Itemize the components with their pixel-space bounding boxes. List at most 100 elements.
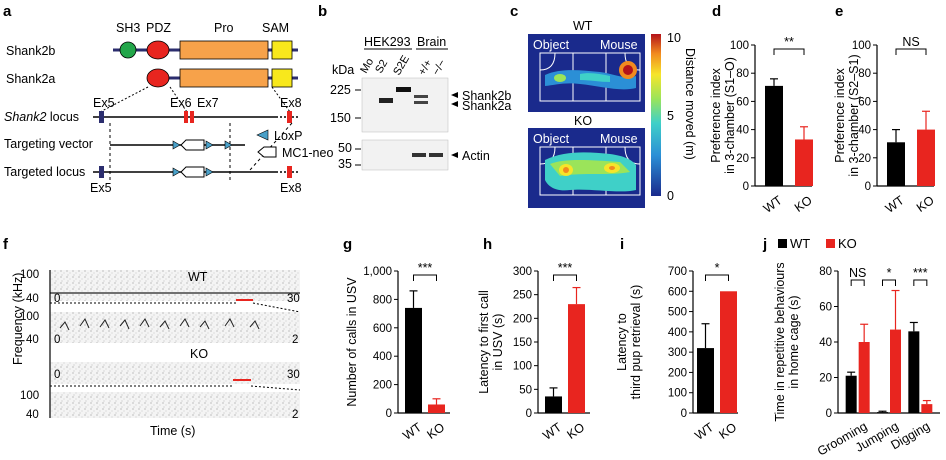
f-xtick-2-4: 2 bbox=[292, 409, 298, 421]
bar-j-wt-digging bbox=[908, 331, 920, 413]
bar-j-wt-jumping bbox=[877, 412, 888, 413]
ylabel-e: Preference indexin 3-chamber (S2–S1) bbox=[833, 54, 861, 176]
marker-225: 225 bbox=[330, 83, 351, 97]
sh3-domain-shape bbox=[119, 41, 137, 59]
pdz-domain-shape bbox=[146, 40, 170, 60]
xtick-label-g: WT bbox=[400, 420, 424, 443]
panel-label-h: h bbox=[483, 236, 492, 253]
band-s2 bbox=[379, 98, 393, 103]
sam-domain-shape bbox=[271, 40, 293, 60]
colorbar-tick-5: 5 bbox=[667, 109, 674, 123]
ylabel-i: Latency tothird pup retrieval (s) bbox=[615, 285, 643, 400]
f-xtick-0-2: 0 bbox=[54, 334, 60, 346]
zoom-line-right bbox=[271, 86, 291, 113]
panel-b-western-blot: HEK293 Brain Mo S2 S2E +/+ −/− kDa 225 1… bbox=[330, 35, 511, 171]
ytick-label-j: 60 bbox=[819, 302, 832, 314]
ytick-label-g: 800 bbox=[373, 294, 392, 306]
ytick-label-h: 300 bbox=[513, 266, 532, 278]
loxp-legend-icon bbox=[256, 129, 269, 141]
domain-label-sh3: SH3 bbox=[116, 21, 140, 35]
chart-i: 0 100 200 300 400 500 600 700 Latency tothird pu… bbox=[615, 261, 739, 443]
exon-label-ex6: Ex6 bbox=[170, 96, 192, 110]
bar-g-ko bbox=[428, 404, 445, 413]
ytick-label-d: 40 bbox=[736, 125, 749, 137]
panel-label-c: c bbox=[510, 3, 518, 20]
f-xtick-0-3: 0 bbox=[54, 369, 60, 381]
band-s2e bbox=[396, 87, 411, 92]
spectrogram-ylabel: Frequency (kHz) bbox=[11, 273, 25, 365]
sig-bracket-e bbox=[895, 48, 927, 55]
f-xtick-2-2: 2 bbox=[292, 334, 298, 346]
panel-label-g: g bbox=[343, 236, 352, 253]
ytick-label-j: 20 bbox=[819, 373, 832, 385]
ytick-label-i: 500 bbox=[668, 307, 687, 319]
mouse-label-wt: Mouse bbox=[600, 38, 638, 52]
lane-label-mo: Mo bbox=[358, 56, 376, 75]
f-xtick-30-3: 30 bbox=[287, 369, 300, 381]
legend-loxp: LoxP bbox=[274, 129, 303, 143]
heatmap-wt-label: WT bbox=[573, 19, 593, 33]
panel-label-a: a bbox=[3, 3, 12, 20]
xtick-label-e: KO bbox=[914, 193, 937, 215]
sam-domain-shape-2a bbox=[271, 68, 293, 88]
ytick-label-i: 600 bbox=[668, 286, 687, 298]
exon6-box bbox=[184, 111, 188, 123]
ytick-label-d: 60 bbox=[736, 96, 749, 108]
marker-35: 35 bbox=[338, 157, 352, 171]
ytick-label-h: 0 bbox=[526, 408, 532, 420]
exon-label-ex5: Ex5 bbox=[93, 96, 115, 110]
sig-bracket-i bbox=[705, 274, 729, 281]
band-wt-2b bbox=[414, 95, 428, 98]
sig-label-h: *** bbox=[558, 261, 573, 275]
sig-bracket-j bbox=[850, 279, 865, 286]
sig-label-d: ** bbox=[784, 35, 794, 49]
sig-label-i: * bbox=[715, 261, 720, 275]
ylabel-g: Number of calls in USV bbox=[345, 277, 359, 407]
spectrogram-wt-30s bbox=[50, 270, 300, 301]
sig-bracket-j bbox=[913, 279, 928, 286]
band-wt-2a bbox=[414, 101, 428, 104]
ytick-label-i: 300 bbox=[668, 347, 687, 359]
chart-d: 0 20 40 60 80 100 Preference indexin 3-chamber… bbox=[709, 35, 815, 216]
sig-bracket-g bbox=[413, 274, 437, 281]
xtick-label-d: KO bbox=[792, 193, 815, 215]
xtick-label-g: KO bbox=[424, 420, 447, 442]
colorbar-tick-10: 10 bbox=[667, 31, 681, 45]
ytick-label-g: 400 bbox=[373, 351, 392, 363]
bar-j-wt-grooming bbox=[845, 375, 857, 413]
heatmap-ko-label: KO bbox=[574, 114, 592, 128]
f-xtick-0-1: 0 bbox=[54, 293, 60, 305]
xtick-label-e: WT bbox=[883, 193, 907, 216]
spectrogram-ko-label: KO bbox=[190, 347, 208, 361]
colorbar-label: Distance moved (m) bbox=[683, 48, 697, 160]
lane-label-s2e: S2E bbox=[391, 53, 412, 77]
bar-e-ko bbox=[917, 129, 935, 186]
pro-domain-shape bbox=[179, 40, 269, 60]
ytick-label-i: 400 bbox=[668, 327, 687, 339]
ytick-label-d: 100 bbox=[730, 40, 749, 52]
xtick-label-h: KO bbox=[564, 420, 587, 442]
legend-ko-label: KO bbox=[838, 236, 857, 251]
bar-e-wt bbox=[887, 142, 905, 186]
panel-a-diagram: Shank2b Shank2a SH3 PDZ Pro SAM Shank2 l… bbox=[4, 21, 333, 195]
ytick-label-e: 20 bbox=[858, 153, 871, 165]
spectrogram-ko-30s bbox=[50, 362, 300, 384]
xtick-label-h: WT bbox=[540, 420, 564, 443]
exon5-box bbox=[99, 111, 104, 123]
f-ytick-100-1: 100 bbox=[20, 269, 39, 281]
chart-j: 0 20 40 60 80 Time in repetitive behavioursin… bbox=[773, 236, 940, 459]
f-ytick-100-2: 100 bbox=[20, 311, 39, 323]
ylabel-h: Latency to first callin USV (s) bbox=[477, 290, 505, 394]
band-actin-wt bbox=[412, 153, 426, 157]
f-ytick-40-1: 40 bbox=[26, 293, 39, 305]
f-ytick-100-4: 100 bbox=[20, 390, 39, 402]
ytick-label-h: 200 bbox=[513, 313, 532, 325]
ytick-label-d: 20 bbox=[736, 153, 749, 165]
bar-h-wt bbox=[545, 396, 562, 413]
mouse-label-ko: Mouse bbox=[600, 132, 638, 146]
sig-label-e: NS bbox=[902, 35, 919, 49]
colorbar-tick-0: 0 bbox=[667, 189, 674, 203]
ytick-label-h: 250 bbox=[513, 290, 532, 302]
ytick-label-h: 100 bbox=[513, 361, 532, 373]
